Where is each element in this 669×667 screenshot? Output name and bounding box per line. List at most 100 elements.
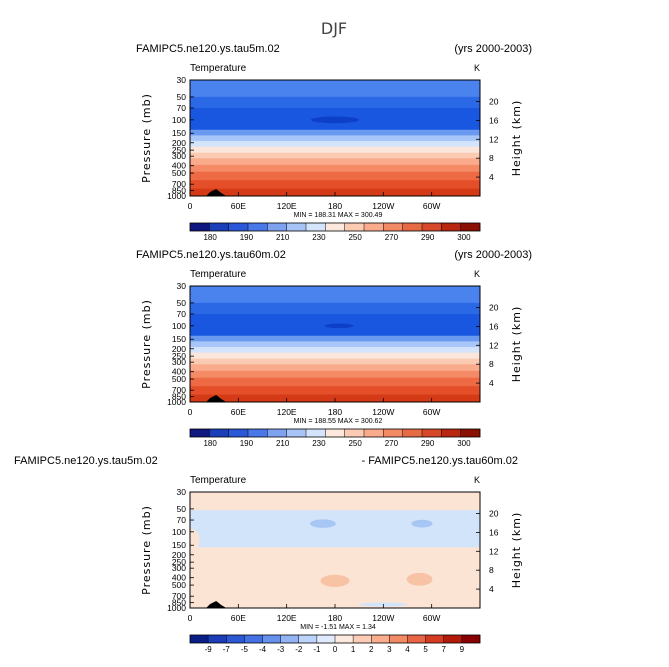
right-tick-label: 4	[489, 378, 494, 388]
colorbar-label: 300	[457, 233, 471, 242]
colorbar-label: 290	[421, 439, 435, 448]
colorbar-label: 270	[385, 233, 399, 242]
min-max-stats: MIN = 188.55 MAX = 300.62	[294, 418, 383, 425]
y-tick-label: 1000	[167, 191, 186, 201]
y-tick-label: 30	[177, 281, 187, 291]
y-tick-label: 400	[172, 367, 186, 377]
y-axis-label: Pressure (mb)	[140, 505, 153, 595]
right-tick-label: 12	[489, 340, 499, 350]
y-tick-label: 70	[177, 309, 187, 319]
colorbar-label: -7	[223, 645, 231, 654]
y-tick-label: 50	[177, 92, 187, 102]
colorbar-frame	[189, 222, 481, 232]
y-tick-label: 400	[172, 573, 186, 583]
colorbar-label: 230	[312, 233, 326, 242]
colorbar-swatch	[267, 223, 287, 231]
y-tick-label: 70	[177, 515, 187, 525]
contour-feature	[310, 519, 336, 528]
y-tick-label: 300	[172, 563, 186, 573]
colorbar-swatch	[441, 223, 461, 231]
contour-feature	[190, 528, 200, 553]
min-max-stats: MIN = -1.51 MAX = 1.34	[300, 624, 376, 631]
y-tick-label: 1000	[167, 397, 186, 407]
colorbar-label: 7	[442, 645, 447, 654]
colorbar-swatch	[325, 429, 345, 437]
colorbar-frame	[189, 428, 481, 438]
colorbar-swatch	[306, 429, 326, 437]
y-tick-label: 100	[172, 115, 186, 125]
contour-band	[190, 135, 480, 142]
colorbar-label: 0	[333, 645, 338, 654]
contour-band	[190, 96, 480, 109]
colorbar-label: 290	[421, 233, 435, 242]
colorbar-swatch	[422, 223, 442, 231]
contour-band	[190, 547, 480, 599]
x-tick-label: 60E	[231, 613, 246, 623]
y-tick-label: 100	[172, 527, 186, 537]
x-tick-label: 120E	[277, 201, 297, 211]
colorbar-label: 5	[423, 645, 428, 654]
y-tick-label: 1000	[167, 603, 186, 613]
right-tick-label: 12	[489, 134, 499, 144]
x-tick-label: 120E	[277, 407, 297, 417]
colorbar-label: 3	[387, 645, 392, 654]
contour-band	[190, 352, 480, 360]
right-tick-label: 20	[489, 302, 499, 312]
figure-title: DJF	[321, 19, 347, 38]
colorbar-swatch	[383, 223, 403, 231]
colorbar-label: 190	[240, 439, 254, 448]
colorbar-swatch	[306, 223, 326, 231]
colorbar-swatch	[286, 429, 307, 437]
contour-field	[190, 286, 480, 402]
colorbar-label: 2	[369, 645, 374, 654]
y-tick-label: 700	[172, 179, 186, 189]
y-tick-label: 850	[172, 186, 186, 196]
contour-feature	[310, 116, 360, 124]
colorbar-swatch	[402, 429, 423, 437]
contour-band	[190, 386, 480, 396]
contour-band	[190, 370, 480, 379]
x-tick-label: 60W	[423, 613, 440, 623]
colorbar-swatch	[286, 223, 307, 231]
topography	[206, 189, 227, 196]
right-tick-label: 4	[489, 172, 494, 182]
colorbar-label: 270	[385, 439, 399, 448]
colorbar-label: 1	[351, 645, 356, 654]
contour-band	[190, 141, 480, 148]
topography	[206, 601, 227, 608]
right-tick-label: 8	[489, 359, 494, 369]
y-tick-label: 30	[177, 487, 187, 497]
contour-band	[190, 129, 480, 136]
panel-right-title: (yrs 2000-2003)	[454, 43, 532, 55]
y-tick-label: 500	[172, 374, 186, 384]
x-tick-label: 180	[328, 201, 342, 211]
contour-band	[190, 597, 480, 608]
contour-band	[190, 510, 480, 548]
y-tick-label: 100	[172, 321, 186, 331]
colorbar-swatch	[228, 429, 249, 437]
colorbar-swatch	[325, 223, 345, 231]
y-tick-label: 250	[172, 351, 186, 361]
x-tick-label: 120W	[372, 201, 394, 211]
variable-label: Temperature	[190, 269, 247, 280]
contour-band	[190, 341, 480, 348]
panel-left-title: FAMIPC5.ne120.ys.tau5m.02	[136, 43, 280, 55]
colorbar-swatch	[244, 635, 263, 643]
colorbar-swatch	[371, 635, 390, 643]
colorbar-swatch	[209, 223, 229, 231]
colorbar-label: 210	[276, 439, 290, 448]
y-tick-label: 850	[172, 598, 186, 608]
y-tick-label: 200	[172, 344, 186, 354]
colorbar-swatch	[443, 635, 463, 643]
x-tick-label: 120W	[372, 407, 394, 417]
colorbar-swatch	[228, 223, 249, 231]
colorbar-label: -9	[205, 645, 213, 654]
right-tick-label: 12	[489, 546, 499, 556]
y-tick-label: 200	[172, 550, 186, 560]
colorbar-swatch	[460, 223, 481, 231]
y-tick-label: 700	[172, 385, 186, 395]
colorbar-swatch	[460, 429, 481, 437]
colorbar-label: 9	[460, 645, 465, 654]
y-tick-label: 150	[172, 128, 186, 138]
